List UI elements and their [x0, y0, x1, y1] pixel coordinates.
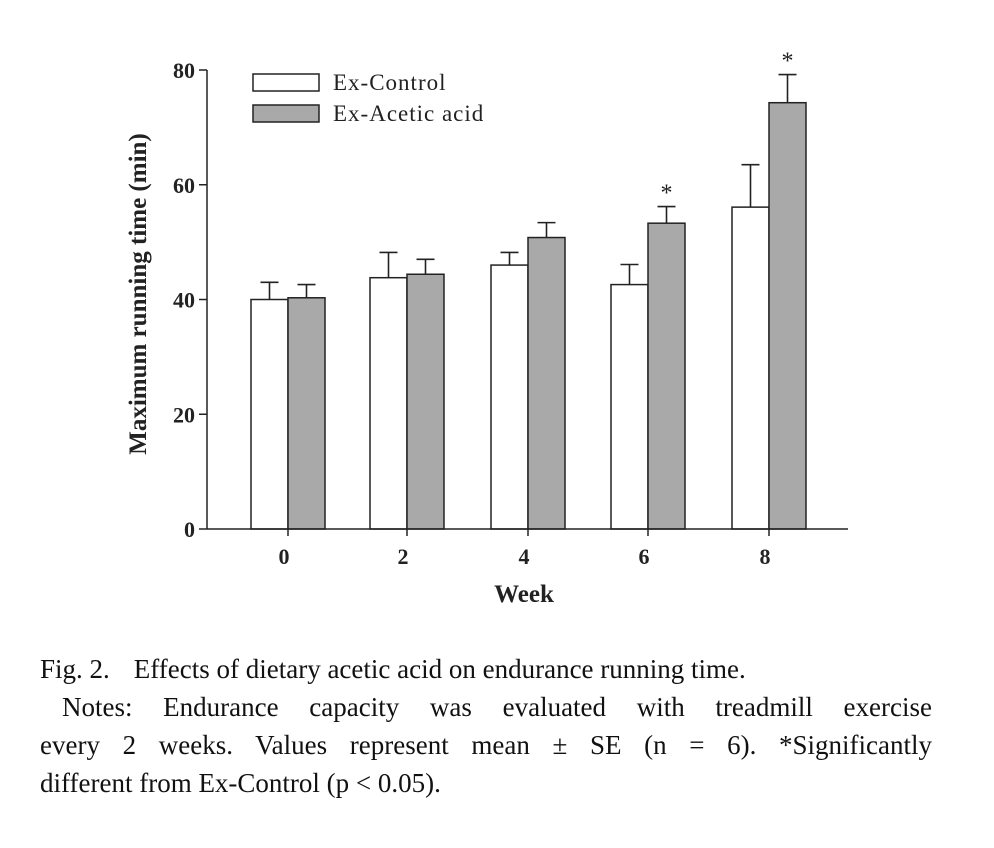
caption-title: Fig. 2. Effects of dietary acetic acid on…: [40, 650, 932, 688]
legend-label-ex-acetic-acid: Ex-Acetic acid: [333, 101, 484, 126]
bars-layer: [250, 101, 807, 530]
caption-figure-label: Fig. 2.: [40, 654, 110, 684]
bar-ex-control-week-8: [731, 206, 770, 530]
bar-ex-control-week-2: [369, 276, 408, 530]
legend: Ex-Control Ex-Acetic acid: [252, 70, 484, 126]
bar-ex-control-week-0: [250, 298, 289, 530]
y-tick-label-20: 20: [173, 402, 195, 427]
y-axis-title: Maximum running time (min): [125, 133, 152, 455]
bar-ex-control-week-4: [490, 264, 529, 530]
significance-layer: **: [661, 49, 794, 207]
x-tick-label-0: 0: [279, 544, 290, 569]
x-tick-label-2: 2: [398, 544, 409, 569]
error-bars-layer: [260, 73, 797, 300]
caption-notes-line-1: Notes: Endurance capacity was evaluated …: [62, 692, 932, 722]
significance-marker-week-6: *: [661, 181, 673, 207]
y-tick-label-60: 60: [173, 173, 195, 198]
caption-title-text: Effects of dietary acetic acid on endura…: [133, 654, 746, 684]
bar-ex-acetic-acid-week-0: [287, 297, 326, 530]
y-tick-label-0: 0: [184, 517, 195, 542]
y-tick-label-80: 80: [173, 58, 195, 83]
bar-ex-control-week-6: [610, 283, 649, 530]
x-tick-label-6: 6: [639, 544, 650, 569]
bar-ex-acetic-acid-week-2: [406, 273, 445, 530]
x-tick-label-4: 4: [519, 544, 530, 569]
significance-marker-week-8: *: [782, 49, 794, 75]
legend-swatch-ex-control: [252, 73, 320, 92]
x-ticks-layer: 0 2 4 6 8: [279, 529, 771, 569]
figure-caption: Fig. 2. Effects of dietary acetic acid on…: [40, 650, 932, 802]
caption-notes-line-3: different from Ex-Control (p < 0.05).: [40, 768, 441, 798]
bar-ex-acetic-acid-week-4: [527, 236, 566, 530]
x-axis-title: Week: [494, 581, 554, 608]
y-ticks-layer: 0 20 40 60 80: [173, 58, 207, 542]
bar-ex-acetic-acid-week-8: [768, 101, 807, 530]
bar-ex-acetic-acid-week-6: [647, 222, 686, 530]
legend-label-ex-control: Ex-Control: [333, 70, 447, 95]
x-tick-label-8: 8: [760, 544, 771, 569]
caption-notes-line-2: every 2 weeks. Values represent mean ± S…: [40, 730, 932, 760]
y-tick-label-40: 40: [173, 288, 195, 313]
legend-swatch-ex-acetic-acid: [252, 104, 320, 123]
